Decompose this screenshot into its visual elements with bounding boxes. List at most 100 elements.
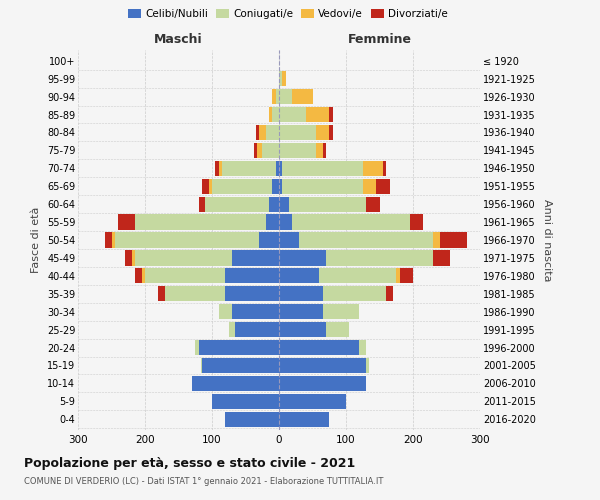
- Bar: [192, 376, 279, 391]
- Bar: [299, 232, 433, 248]
- Bar: [323, 286, 386, 302]
- Bar: [323, 143, 326, 158]
- Bar: [283, 160, 363, 176]
- Bar: [363, 178, 376, 194]
- Bar: [259, 125, 266, 140]
- Bar: [279, 89, 292, 104]
- Bar: [323, 304, 359, 320]
- Bar: [202, 358, 279, 373]
- Bar: [226, 412, 279, 427]
- Bar: [359, 340, 366, 355]
- Text: Popolazione per età, sesso e stato civile - 2021: Popolazione per età, sesso e stato civil…: [24, 458, 355, 470]
- Legend: Celibi/Nubili, Coniugati/e, Vedovi/e, Divorziati/e: Celibi/Nubili, Coniugati/e, Vedovi/e, Di…: [124, 5, 452, 24]
- Bar: [292, 214, 410, 230]
- Bar: [366, 196, 380, 212]
- Bar: [279, 250, 326, 266]
- Bar: [272, 178, 279, 194]
- Bar: [199, 340, 279, 355]
- Bar: [279, 340, 359, 355]
- Bar: [142, 268, 145, 283]
- Bar: [306, 107, 329, 122]
- Bar: [279, 376, 366, 391]
- Text: Femmine: Femmine: [347, 34, 412, 46]
- Bar: [383, 160, 386, 176]
- Bar: [279, 178, 283, 194]
- Bar: [279, 143, 316, 158]
- Bar: [165, 286, 226, 302]
- Y-axis label: Anni di nascita: Anni di nascita: [542, 198, 553, 281]
- Bar: [145, 268, 226, 283]
- Bar: [158, 286, 165, 302]
- Bar: [125, 250, 131, 266]
- Bar: [279, 125, 316, 140]
- Bar: [326, 250, 433, 266]
- Bar: [219, 160, 222, 176]
- Bar: [316, 125, 329, 140]
- Bar: [283, 71, 286, 86]
- Bar: [279, 358, 366, 373]
- Bar: [275, 89, 279, 104]
- Bar: [316, 143, 323, 158]
- Bar: [131, 250, 135, 266]
- Bar: [279, 71, 283, 86]
- Bar: [363, 160, 383, 176]
- Bar: [205, 196, 269, 212]
- Bar: [279, 322, 326, 337]
- Bar: [275, 160, 279, 176]
- Bar: [232, 250, 279, 266]
- Bar: [115, 232, 259, 248]
- Bar: [269, 107, 272, 122]
- Bar: [212, 178, 272, 194]
- Bar: [400, 268, 413, 283]
- Bar: [289, 196, 366, 212]
- Bar: [257, 143, 262, 158]
- Bar: [410, 214, 423, 230]
- Bar: [256, 125, 259, 140]
- Bar: [266, 214, 279, 230]
- Bar: [283, 178, 363, 194]
- Bar: [259, 232, 279, 248]
- Text: Maschi: Maschi: [154, 34, 203, 46]
- Bar: [433, 250, 450, 266]
- Bar: [329, 125, 332, 140]
- Bar: [226, 286, 279, 302]
- Bar: [386, 286, 393, 302]
- Bar: [319, 268, 396, 283]
- Bar: [272, 89, 275, 104]
- Text: COMUNE DI VERDERIO (LC) - Dati ISTAT 1° gennaio 2021 - Elaborazione TUTTITALIA.I: COMUNE DI VERDERIO (LC) - Dati ISTAT 1° …: [24, 478, 383, 486]
- Bar: [209, 178, 212, 194]
- Y-axis label: Fasce di età: Fasce di età: [31, 207, 41, 273]
- Bar: [292, 89, 313, 104]
- Bar: [329, 107, 332, 122]
- Bar: [118, 214, 135, 230]
- Bar: [440, 232, 467, 248]
- Bar: [226, 268, 279, 283]
- Bar: [222, 160, 275, 176]
- Bar: [212, 394, 279, 409]
- Bar: [254, 143, 257, 158]
- Bar: [200, 358, 202, 373]
- Bar: [232, 304, 279, 320]
- Bar: [396, 268, 400, 283]
- Bar: [266, 125, 279, 140]
- Bar: [279, 232, 299, 248]
- Bar: [279, 304, 323, 320]
- Bar: [215, 160, 218, 176]
- Bar: [195, 340, 199, 355]
- Bar: [229, 322, 235, 337]
- Bar: [279, 214, 292, 230]
- Bar: [235, 322, 279, 337]
- Bar: [366, 358, 370, 373]
- Bar: [269, 196, 279, 212]
- Bar: [199, 196, 205, 212]
- Bar: [202, 178, 209, 194]
- Bar: [433, 232, 440, 248]
- Bar: [279, 268, 319, 283]
- Bar: [279, 107, 306, 122]
- Bar: [279, 412, 329, 427]
- Bar: [279, 196, 289, 212]
- Bar: [218, 304, 232, 320]
- Bar: [105, 232, 112, 248]
- Bar: [262, 143, 279, 158]
- Bar: [112, 232, 115, 248]
